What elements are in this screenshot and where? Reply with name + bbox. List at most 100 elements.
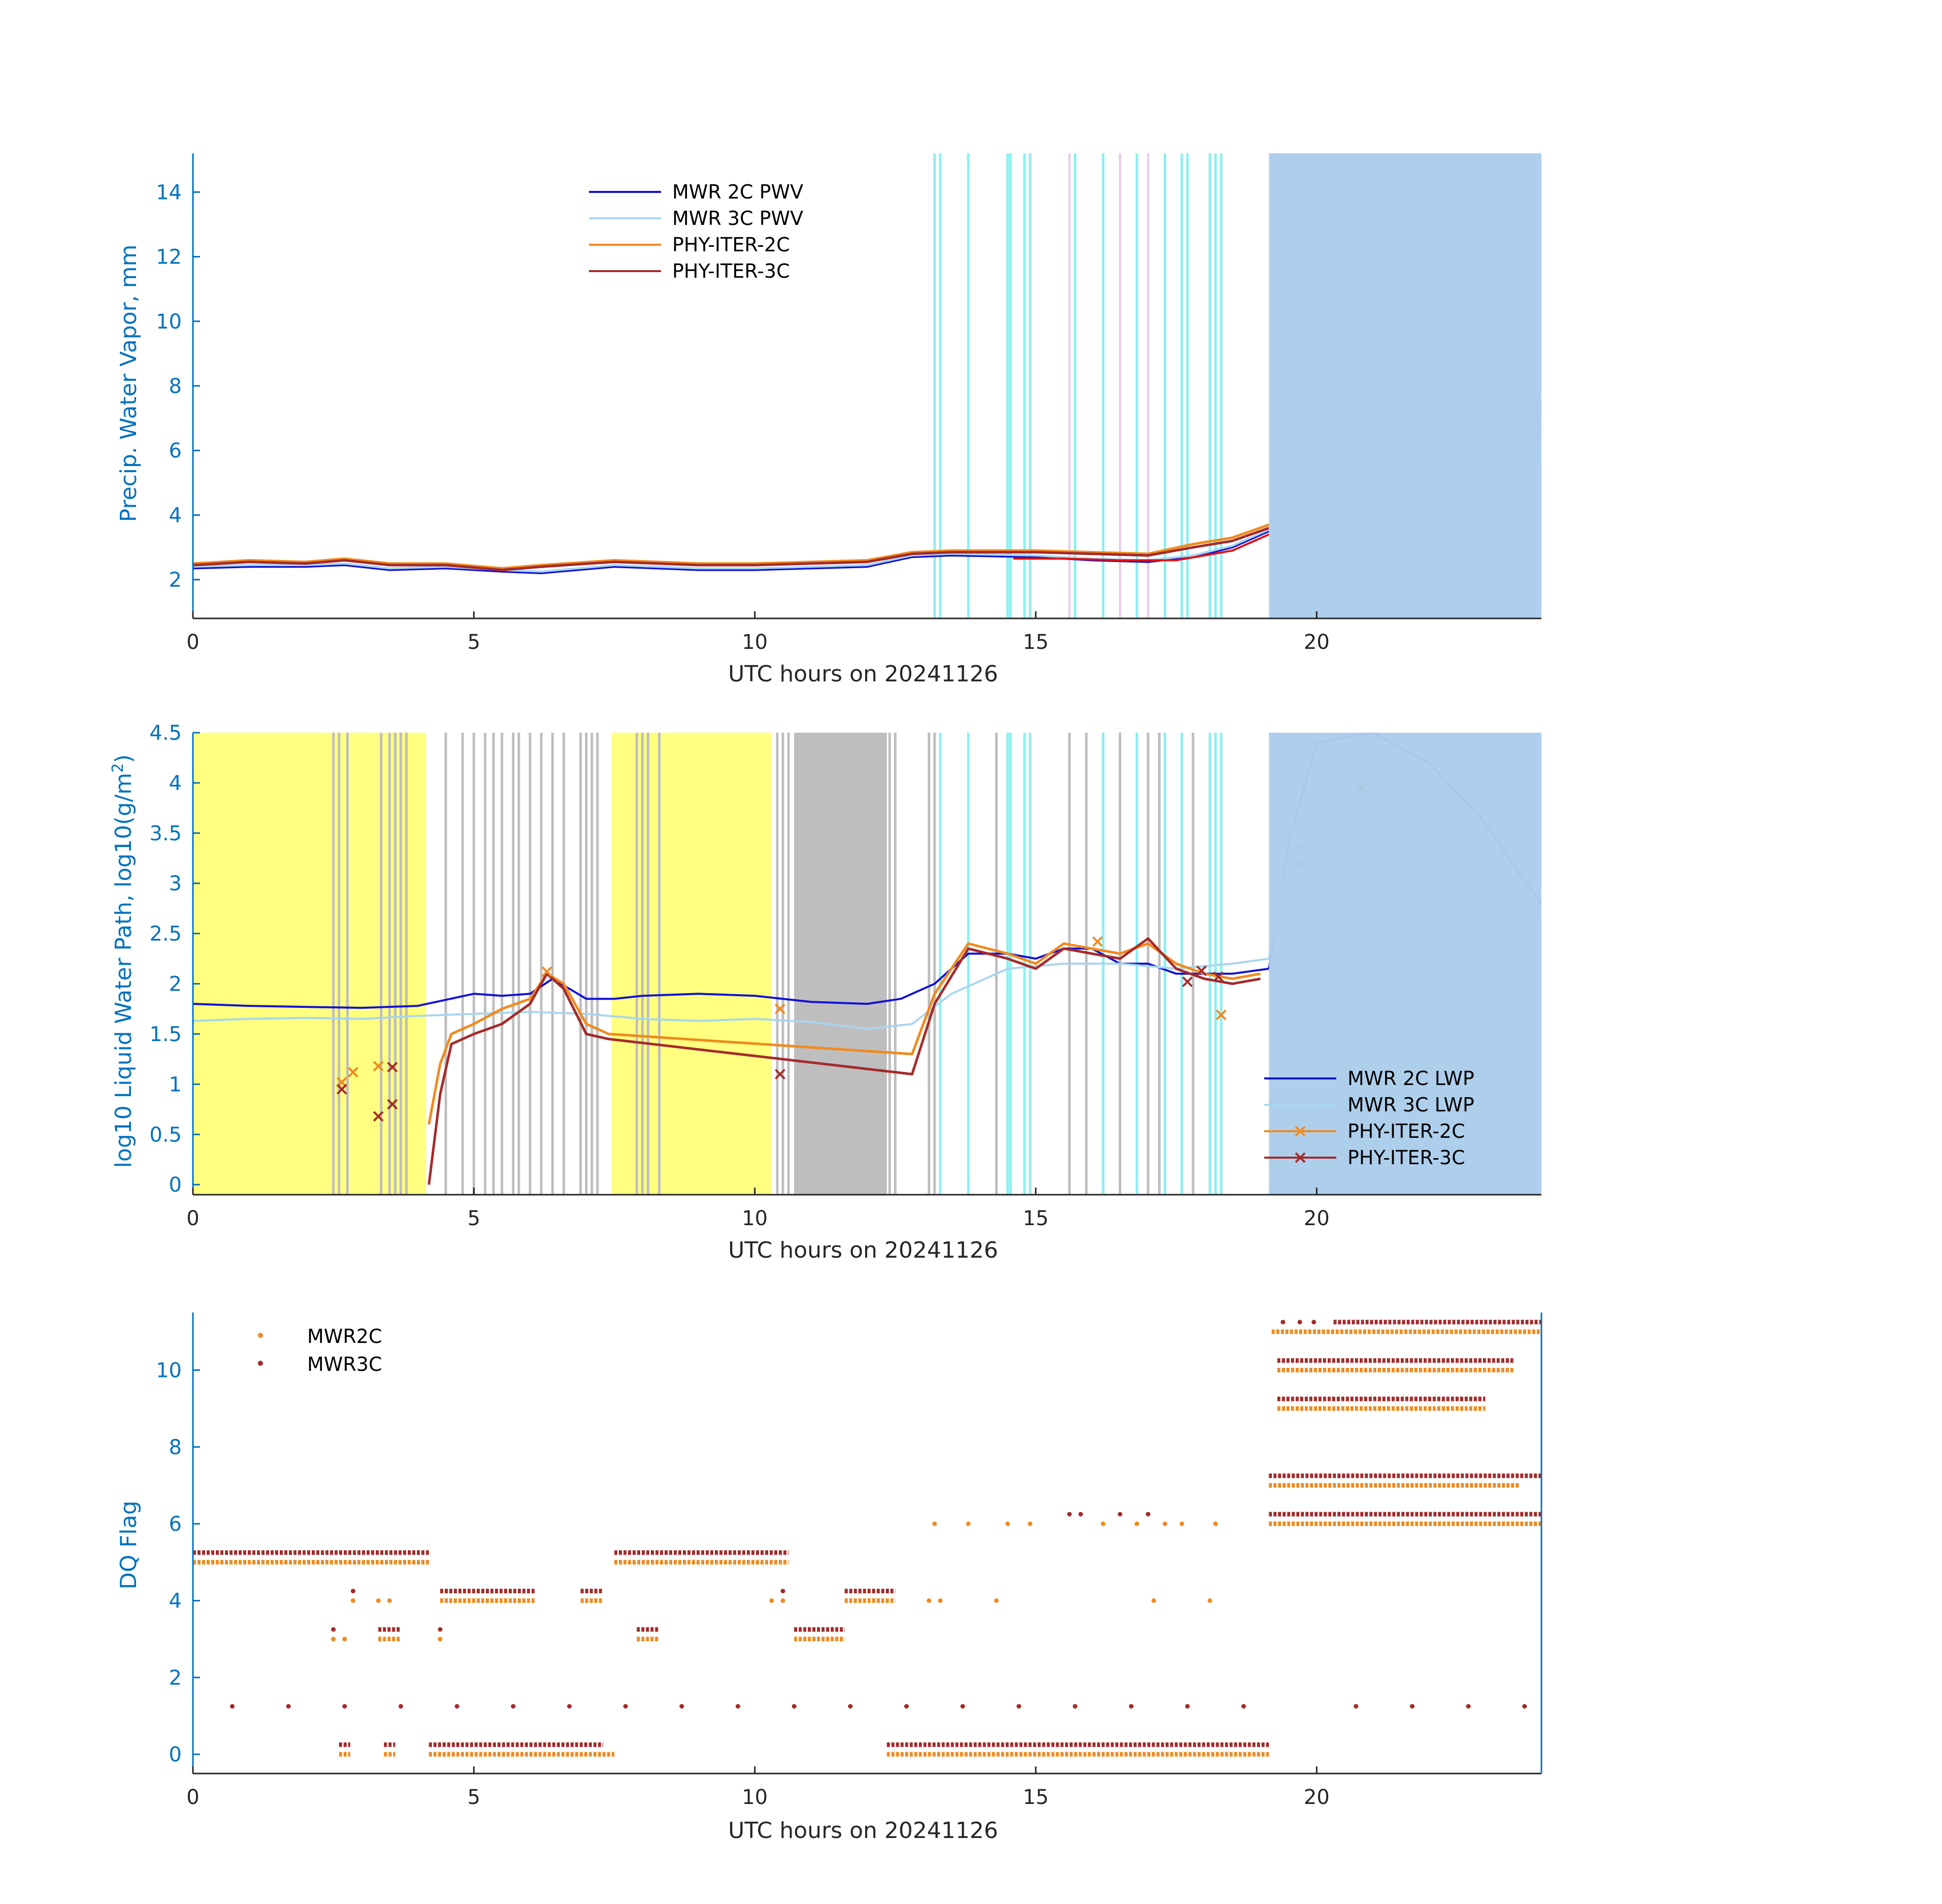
mwr2c-flag-point-18 [781, 1598, 785, 1603]
mwr3c-flag-point-33 [438, 1627, 442, 1632]
mwr2c-flag-point-12 [1151, 1598, 1156, 1603]
x-tick-label: 10 [742, 631, 768, 654]
mwr3c-flag-point-14 [792, 1704, 797, 1709]
y-tick-label: 10 [156, 310, 182, 334]
mwr2c-flag-point-7 [1179, 1522, 1184, 1526]
mwr3c-flag-point-8 [455, 1704, 459, 1709]
mwr3c-flag-point-32 [331, 1627, 336, 1632]
pwv-y-axis-label: Precip. Water Vapor, mm [116, 245, 142, 522]
y-tick-label: 8 [169, 1436, 182, 1459]
legend-label: MWR 3C LWP [1347, 1094, 1474, 1116]
mwr2c-flag-point-16 [387, 1598, 392, 1603]
figure: 0 5 10 15 202468101214 MWR 2C PWVMWR 3C PWVPH… [0, 0, 1942, 1904]
legend-label: PHY-ITER-3C [672, 260, 790, 282]
y-tick-label: 6 [169, 439, 182, 463]
mwr2c-flag-point-15 [376, 1598, 381, 1603]
x-tick-label: 20 [1304, 631, 1330, 654]
mwr3c-flag-point-19 [1073, 1704, 1077, 1709]
mwr3c-flag-point-27 [1280, 1320, 1285, 1324]
mwr2c-flag-point-5 [1135, 1522, 1139, 1526]
mwr2c-flag-point-8 [1213, 1522, 1218, 1526]
mwr2c-flag-point-3 [1028, 1522, 1032, 1526]
y-tick-label: 2 [169, 973, 182, 996]
x-tick-label: 10 [742, 1786, 768, 1809]
mwr3c-flag-point-31 [351, 1589, 355, 1593]
x-tick-label: 20 [1304, 1207, 1330, 1230]
y-tick-label: 3 [169, 872, 182, 896]
mwr3c-flag-point-0 [1067, 1512, 1072, 1517]
mwr3c-flag-point-29 [1311, 1320, 1316, 1324]
lwp-panel: 0 5 10 15 2000.511.522.533.544.5MWR 2C LWPMW… [149, 721, 1541, 1230]
mwr3c-flag-point-28 [1298, 1320, 1302, 1324]
x-tick-label: 5 [468, 1207, 480, 1230]
mwr2c-flag-point-14 [351, 1598, 355, 1603]
mwr2c-flag-point-13 [1208, 1598, 1212, 1603]
mwr3c-flag-point-15 [848, 1704, 852, 1709]
y-tick-label: 2 [169, 1666, 182, 1690]
x-tick-label: 15 [1023, 631, 1049, 654]
y-tick-label: 2.5 [149, 923, 182, 946]
x-tick-label: 15 [1023, 1786, 1049, 1809]
mwr2c-flag-point-20 [342, 1637, 347, 1642]
mwr2c-flag-point-21 [438, 1637, 442, 1642]
yellow-region-0 [193, 733, 426, 1195]
y-tick-label: 10 [156, 1359, 182, 1383]
mwr2c-flag-point-6 [1163, 1522, 1167, 1526]
lwp-y-axis-label-end: ) [111, 754, 137, 763]
mwr3c-flag-point-10 [567, 1704, 572, 1709]
y-tick-label: 2 [169, 569, 182, 592]
mwr2c-flag-point-4 [1101, 1522, 1105, 1526]
x-tick-label: 15 [1023, 1207, 1049, 1230]
gray-region [794, 733, 887, 1195]
y-tick-label: 1.5 [149, 1023, 182, 1046]
mwr3c-flag-point-2 [1118, 1512, 1123, 1517]
legend-marker-dot [258, 1333, 263, 1338]
mwr3c-flag-point-13 [736, 1704, 740, 1709]
x-tick-label: 10 [742, 1207, 768, 1230]
lwp-x-axis-label: UTC hours on 20241126 [728, 1237, 998, 1263]
y-tick-label: 14 [156, 181, 182, 204]
mwr3c-flag-point-9 [511, 1704, 515, 1709]
mwr3c-flag-point-7 [399, 1704, 403, 1709]
y-tick-label: 12 [156, 246, 182, 269]
flagged-region [1269, 153, 1541, 618]
mwr3c-flag-point-12 [679, 1704, 684, 1709]
mwr3c-flag-point-25 [1466, 1704, 1471, 1709]
legend-label: PHY-ITER-2C [1347, 1120, 1465, 1142]
mwr3c-flag-point-24 [1410, 1704, 1414, 1709]
x-tick-label: 0 [186, 631, 199, 654]
y-tick-label: 8 [169, 375, 182, 398]
pwv-x-axis-label: UTC hours on 20241126 [728, 661, 998, 687]
y-tick-label: 0 [169, 1173, 182, 1197]
lwp-y-axis-label: log10 Liquid Water Path, log10(g/m2) [109, 754, 137, 1168]
legend-label: PHY-ITER-2C [672, 234, 790, 256]
plot-area [193, 733, 1541, 1195]
x-tick-label: 0 [186, 1786, 199, 1809]
y-tick-label: 4.5 [149, 721, 182, 745]
y-tick-label: 0 [169, 1743, 182, 1766]
mwr3c-flag-point-6 [342, 1704, 347, 1709]
y-tick-label: 0.5 [149, 1123, 182, 1146]
mwr3c-flag-point-1 [1078, 1512, 1083, 1517]
mwr3c-flag-point-16 [904, 1704, 909, 1709]
mwr3c-flag-point-17 [961, 1704, 965, 1709]
y-tick-label: 3.5 [149, 822, 182, 845]
legend-label: MWR 2C LWP [1347, 1067, 1474, 1090]
mwr2c-flag-point-0 [932, 1522, 937, 1526]
mwr3c-flag-point-4 [230, 1704, 235, 1709]
y-tick-label: 1 [169, 1073, 182, 1096]
y-tick-label: 4 [169, 1590, 182, 1613]
mwr3c-flag-point-23 [1354, 1704, 1358, 1709]
legend-marker-dot [258, 1361, 263, 1366]
legend-label: MWR2C [307, 1325, 382, 1348]
mwr3c-flag-point-22 [1241, 1704, 1246, 1709]
mwr2c-flag-point-10 [938, 1598, 942, 1603]
lwp-y-axis-label-main: log10 Liquid Water Path, log10(g/m [111, 773, 137, 1168]
mwr3c-flag-point-3 [1146, 1512, 1150, 1517]
dq-x-axis-label: UTC hours on 20241126 [728, 1818, 998, 1844]
mwr3c-flag-point-18 [1016, 1704, 1021, 1709]
y-tick-label: 4 [169, 504, 182, 527]
legend-label: MWR3C [307, 1353, 382, 1375]
mwr2c-flag-point-19 [331, 1637, 336, 1642]
y-tick-label: 4 [169, 772, 182, 795]
